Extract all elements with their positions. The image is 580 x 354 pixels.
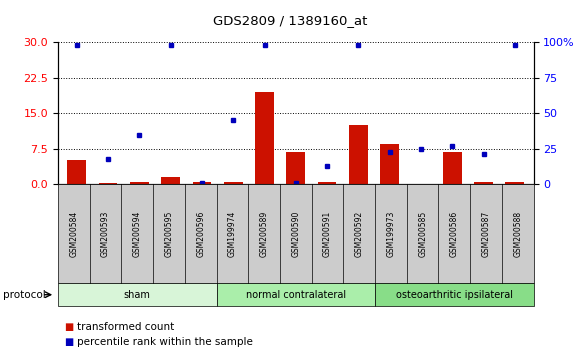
Bar [318, 182, 336, 184]
Bar [505, 182, 524, 184]
Text: GSM199973: GSM199973 [386, 210, 396, 257]
Text: sham: sham [124, 290, 151, 300]
Bar [287, 152, 305, 184]
Bar [474, 182, 493, 184]
Text: transformed count: transformed count [77, 322, 174, 332]
Bar [349, 125, 368, 184]
Bar [99, 183, 117, 184]
Text: GSM200590: GSM200590 [291, 210, 300, 257]
Bar [224, 182, 242, 184]
Text: GSM200594: GSM200594 [133, 210, 142, 257]
Bar [255, 92, 274, 184]
Text: normal contralateral: normal contralateral [246, 290, 346, 300]
Text: GSM200593: GSM200593 [101, 210, 110, 257]
Text: GSM200584: GSM200584 [70, 211, 78, 257]
Bar [161, 177, 180, 184]
Text: ■: ■ [64, 337, 73, 347]
Text: GSM200586: GSM200586 [450, 211, 459, 257]
Bar [193, 182, 211, 184]
Bar [67, 160, 86, 184]
Text: GSM200587: GSM200587 [481, 211, 491, 257]
Text: GSM200589: GSM200589 [260, 211, 269, 257]
Text: percentile rank within the sample: percentile rank within the sample [77, 337, 252, 347]
Bar [380, 144, 399, 184]
Text: GSM200596: GSM200596 [196, 210, 205, 257]
Text: GSM200592: GSM200592 [355, 211, 364, 257]
Text: GSM199974: GSM199974 [228, 210, 237, 257]
Bar [130, 182, 148, 184]
Text: osteoarthritic ipsilateral: osteoarthritic ipsilateral [396, 290, 513, 300]
Text: GDS2809 / 1389160_at: GDS2809 / 1389160_at [213, 14, 367, 27]
Text: ■: ■ [64, 322, 73, 332]
Text: protocol: protocol [3, 290, 46, 300]
Text: GSM200588: GSM200588 [513, 211, 522, 257]
Text: GSM200595: GSM200595 [165, 210, 173, 257]
Text: GSM200591: GSM200591 [323, 211, 332, 257]
Bar [443, 152, 462, 184]
Text: GSM200585: GSM200585 [418, 211, 427, 257]
